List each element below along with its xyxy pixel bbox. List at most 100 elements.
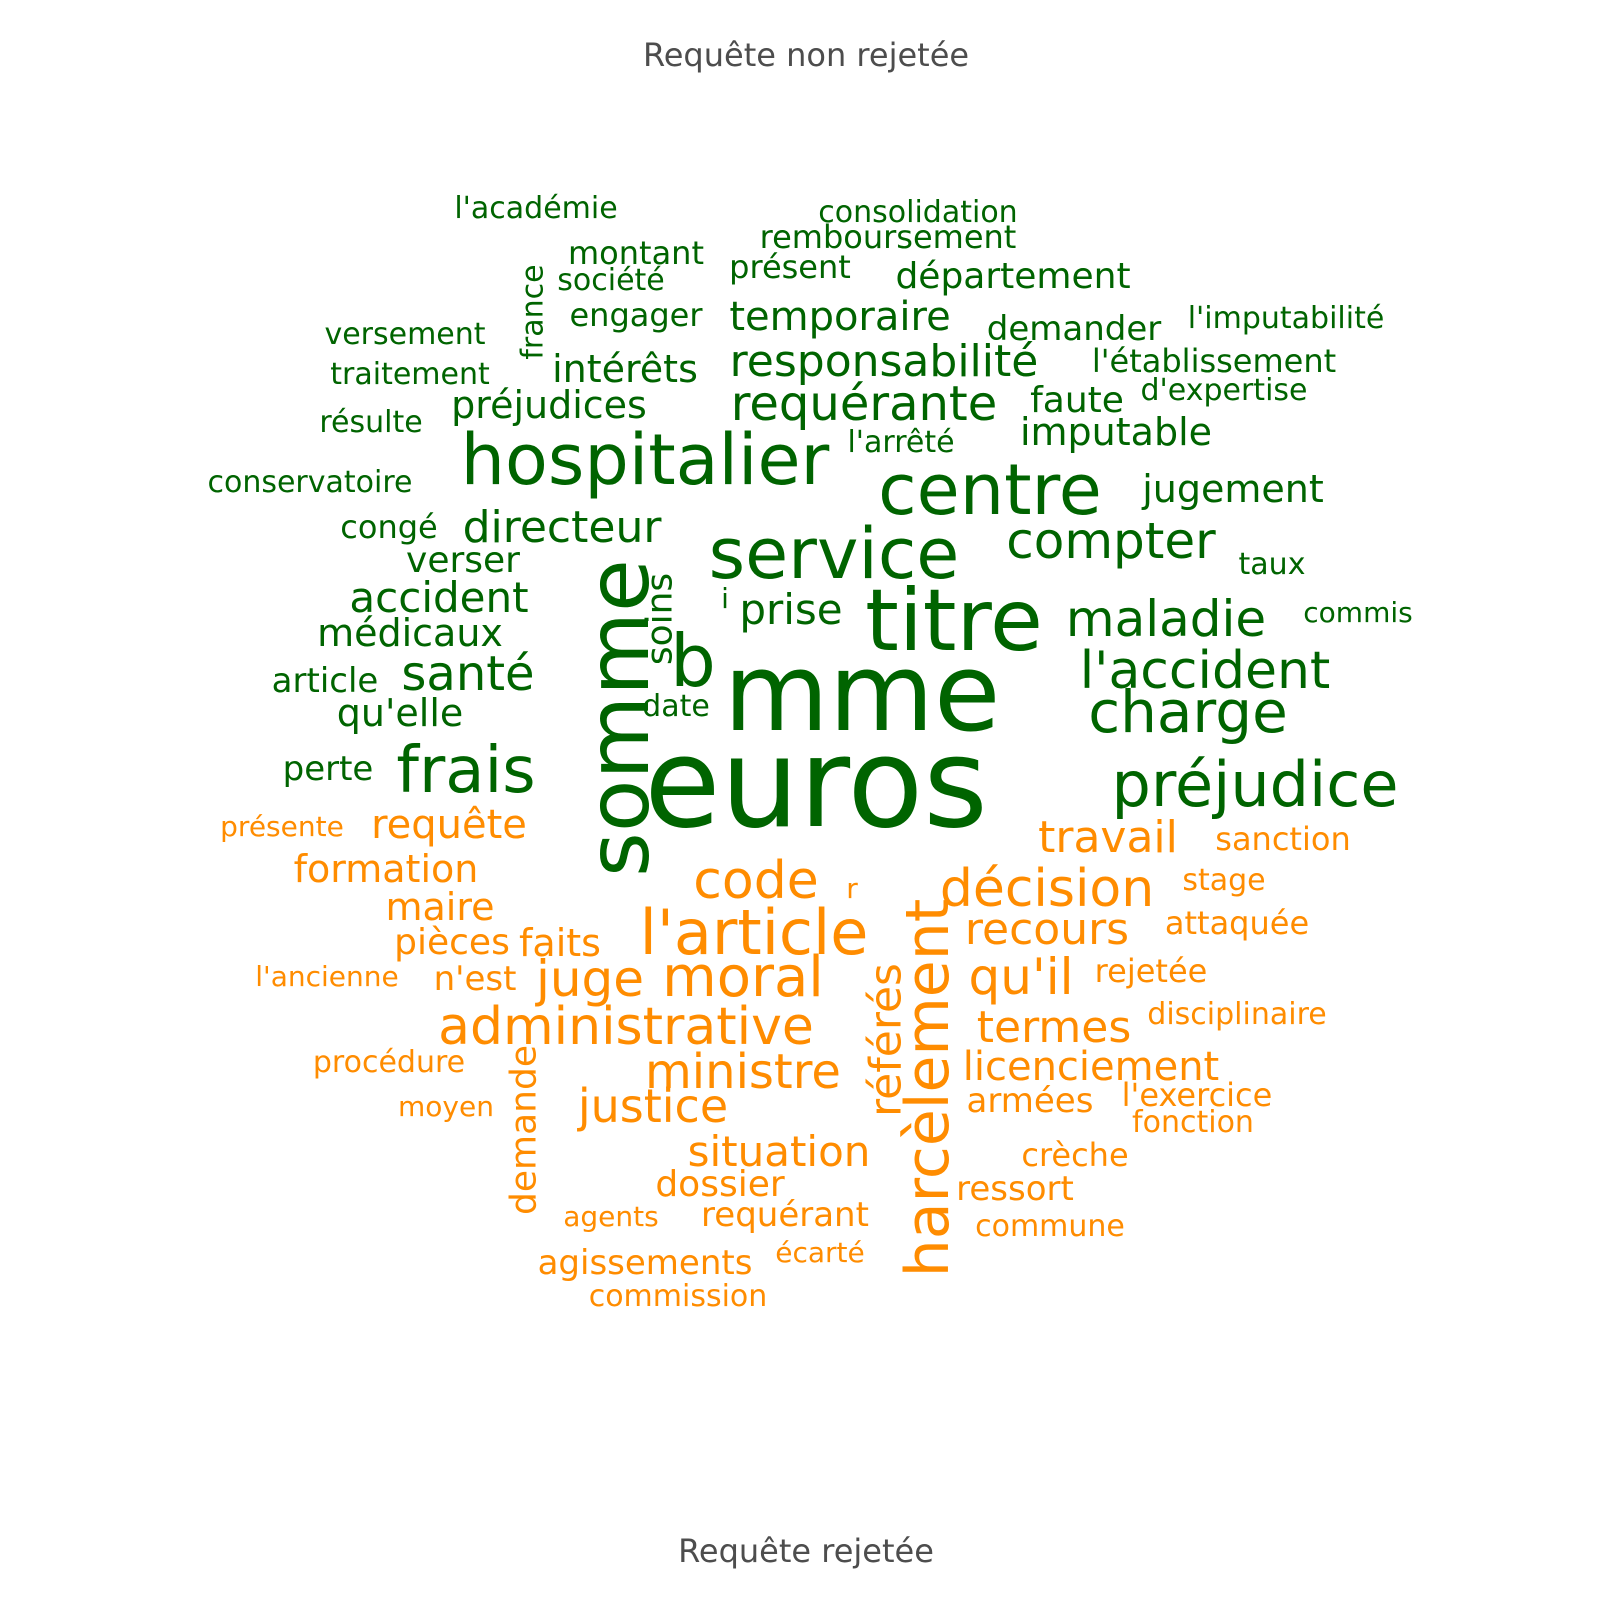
word-resulte: résulte [319, 405, 422, 440]
word-interets: intérêts [552, 347, 698, 391]
word-soins: soins [640, 573, 681, 665]
word-directeur: directeur [463, 502, 663, 553]
word-faute: faute [1030, 380, 1124, 421]
word-ressort: ressort [956, 1169, 1074, 1209]
word-commis: commis [1303, 596, 1412, 629]
word-procedure: procédure [313, 1045, 465, 1080]
word-conge: congé [340, 508, 437, 546]
word-attaquee: attaquée [1165, 904, 1309, 942]
word-remboursement: remboursement [760, 218, 1017, 256]
word-article: article [272, 661, 379, 701]
word-prejudices: préjudices [451, 383, 647, 427]
word-ecarte: écarté [775, 1236, 865, 1269]
word-juge: juge [535, 950, 644, 1008]
word-societe: société [557, 263, 665, 298]
word-requete: requête [371, 802, 527, 848]
word-formation: formation [294, 847, 479, 891]
word-l-academie: l'académie [454, 191, 617, 226]
word-euros: euros [644, 712, 988, 856]
word-termes: termes [977, 1002, 1132, 1053]
word-requerant: requérant [701, 1195, 869, 1235]
word-l-arrete: l'arrêté [847, 425, 954, 460]
word-agissements: agissements [538, 1243, 753, 1283]
word-demander: demander [987, 309, 1162, 349]
word-administrative: administrative [438, 997, 814, 1057]
word-rejetee: rejetée [1095, 952, 1208, 990]
word-d-expertise: d'expertise [1141, 373, 1308, 408]
word-decision: décision [940, 859, 1154, 919]
word-prejudice: préjudice [1112, 748, 1399, 821]
word-n-est: n'est [434, 959, 517, 999]
word-compter: compter [1006, 512, 1216, 570]
word-moral: moral [662, 945, 824, 1010]
word-jugement: jugement [1141, 467, 1324, 511]
word-dossier: dossier [655, 1164, 785, 1205]
word-b: b [670, 619, 716, 703]
group-label-rejected: Requête rejetée [678, 1532, 934, 1570]
word-agents: agents [563, 1200, 658, 1233]
word-disciplinaire: disciplinaire [1147, 997, 1326, 1032]
word-justice: justice [577, 1079, 728, 1133]
word-ministre: ministre [645, 1044, 841, 1100]
word-harcelement: harcèlement [893, 899, 963, 1278]
word-consolidation: consolidation [818, 195, 1017, 230]
word-departement: département [895, 256, 1130, 297]
word-recours: recours [965, 904, 1129, 955]
word-maladie: maladie [1066, 590, 1266, 648]
word-montant: montant [568, 234, 704, 272]
group-label-not-rejected: Requête non rejetée [642, 36, 970, 74]
word-centre: centre [878, 449, 1102, 531]
word-l-ancienne: l'ancienne [255, 960, 399, 993]
word-fonction: fonction [1132, 1105, 1254, 1140]
word-situation: situation [688, 1127, 871, 1176]
word-demande: demande [504, 1045, 545, 1215]
word-perte: perte [283, 749, 374, 789]
word-frais: frais [396, 734, 535, 808]
word-r: r [846, 872, 858, 905]
word-qu-il: qu'il [969, 948, 1074, 1006]
word-faits: faits [519, 921, 601, 965]
word-conservatoire: conservatoire [207, 465, 412, 500]
word-licenciement: licenciement [963, 1044, 1220, 1090]
word-travail: travail [1038, 812, 1178, 863]
word-pieces: pièces [394, 922, 510, 963]
word-armees: armées [967, 1081, 1094, 1121]
word-service: service [709, 513, 960, 595]
word-prise: prise [739, 585, 842, 634]
word-commission: commission [589, 1279, 768, 1314]
word-requerante: requérante [731, 376, 998, 432]
word-traitement: traitement [330, 357, 490, 392]
word-moyen: moyen [398, 1090, 494, 1123]
word-l-exercice: l'exercice [1122, 1076, 1273, 1114]
word-taux: taux [1239, 547, 1306, 582]
word-charge: charge [1088, 678, 1288, 746]
word-referes: référés [861, 963, 912, 1117]
word-qu-elle: qu'elle [337, 691, 464, 735]
word-sante: santé [401, 646, 534, 702]
word-present: présent [729, 248, 851, 286]
word-versement: versement [324, 317, 485, 352]
word-accident: accident [349, 573, 528, 622]
word-presente: présente [220, 810, 344, 843]
word-i: i [721, 582, 729, 615]
word-responsabilite: responsabilité [730, 336, 1039, 387]
word-stage: stage [1182, 863, 1265, 898]
word-sanction: sanction [1215, 820, 1350, 858]
word-l-etablissement: l'établissement [1092, 342, 1336, 380]
word-l-article: l'article [640, 896, 869, 969]
word-commune: commune [975, 1209, 1125, 1244]
word-date: date [642, 689, 710, 724]
word-creche: crèche [1021, 1136, 1128, 1174]
word-medicaux: médicaux [317, 611, 503, 655]
word-somme: somme [569, 559, 669, 877]
word-code: code [693, 851, 818, 911]
word-imputable: imputable [1020, 410, 1212, 454]
word-hospitalier: hospitalier [461, 419, 830, 501]
word-maire: maire [385, 885, 494, 929]
word-mme: mme [724, 631, 1001, 756]
word-engager: engager [569, 296, 703, 334]
word-l-imputabilite: l'imputabilité [1188, 301, 1385, 336]
word-verser: verser [406, 540, 520, 581]
